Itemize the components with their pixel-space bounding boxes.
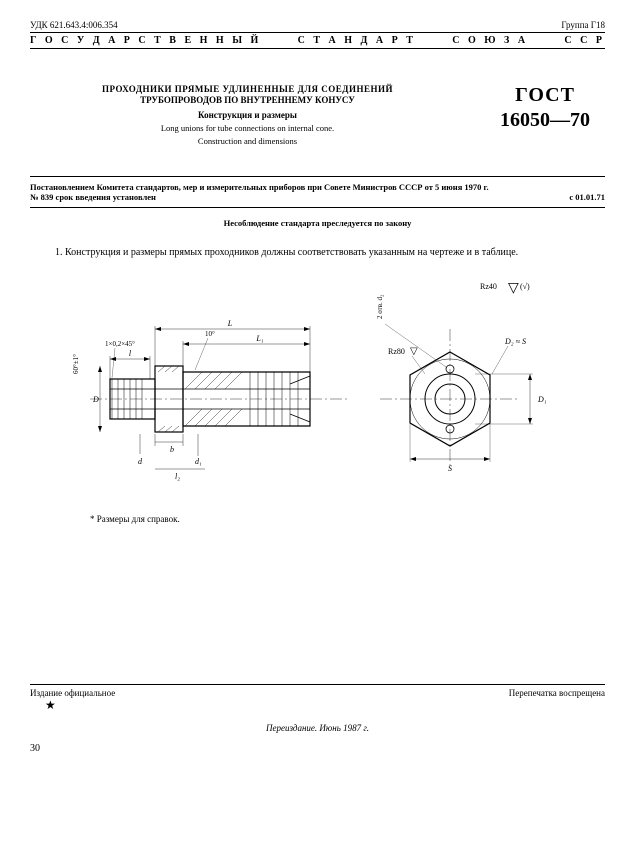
title-left: ПРОХОДНИКИ ПРЯМЫЕ УДЛИНЕННЫЕ ДЛЯ СОЕДИНЕ… bbox=[30, 84, 485, 146]
gost-label: ГОСТ bbox=[485, 84, 605, 107]
svg-text:S: S bbox=[448, 464, 452, 473]
decree-line1: Постановлением Комитета стандартов, мер … bbox=[30, 182, 605, 192]
label-rz40: Rz40 bbox=[480, 282, 497, 291]
svg-text:60°±1°: 60°±1° bbox=[72, 354, 80, 374]
footer-center: Переиздание. Июнь 1987 г. bbox=[30, 723, 605, 733]
header-word-3: С О Ю З А bbox=[452, 35, 528, 46]
svg-text:L: L bbox=[227, 319, 233, 328]
header-band: Г О С У Д А Р С Т В Е Н Н Ы Й С Т А Н Д … bbox=[30, 32, 605, 49]
decree-line2-right: с 01.01.71 bbox=[569, 192, 605, 202]
svg-text:▽: ▽ bbox=[410, 346, 418, 357]
header-word-1: Г О С У Д А Р С Т В Е Н Н Ы Й bbox=[30, 35, 261, 46]
page: УДК 621.643.4:006.354 Группа Г18 Г О С У… bbox=[0, 0, 635, 846]
footer-rule bbox=[30, 684, 605, 685]
paragraph-1: 1. Конструкция и размеры прямых проходни… bbox=[30, 246, 605, 259]
svg-text:2 отв. d₂: 2 отв. d₂ bbox=[376, 294, 384, 319]
star-icon: ★ bbox=[45, 698, 605, 713]
svg-text:D: D bbox=[92, 395, 99, 404]
svg-text:D₁: D₁ bbox=[537, 395, 547, 404]
svg-text:l: l bbox=[129, 349, 132, 358]
svg-text:b: b bbox=[170, 445, 174, 454]
title-block: ПРОХОДНИКИ ПРЯМЫЕ УДЛИНЕННЫЕ ДЛЯ СОЕДИНЕ… bbox=[30, 84, 605, 146]
group-code: Группа Г18 bbox=[561, 20, 605, 30]
side-view: L L₁ l 1×0,2×45° 10° bbox=[72, 319, 350, 481]
udk-code: УДК 621.643.4:006.354 bbox=[30, 20, 118, 30]
gost-box: ГОСТ 16050—70 bbox=[485, 84, 605, 132]
svg-text:l₂: l₂ bbox=[175, 472, 180, 481]
law-line: Несоблюдение стандарта преследуется по з… bbox=[30, 218, 605, 228]
svg-text:L₁: L₁ bbox=[255, 334, 263, 343]
technical-drawing: Rz40 ▽ (√) bbox=[30, 274, 605, 504]
title-ru-line3: Конструкция и размеры bbox=[30, 110, 465, 120]
top-line: УДК 621.643.4:006.354 Группа Г18 bbox=[30, 20, 605, 30]
svg-text:10°: 10° bbox=[205, 330, 215, 338]
footnote: * Размеры для справок. bbox=[90, 514, 605, 524]
footer-row: Издание официальное Перепечатка воспреще… bbox=[30, 688, 605, 698]
svg-text:d: d bbox=[138, 457, 143, 466]
check-symbol: ▽ bbox=[508, 281, 519, 296]
footer-right: Перепечатка воспрещена bbox=[509, 688, 605, 698]
footer-left: Издание официальное bbox=[30, 688, 115, 698]
gost-number: 16050—70 bbox=[485, 109, 605, 132]
title-ru-line2: ТРУБОПРОВОДОВ ПО ВНУТРЕННЕМУ КОНУСУ bbox=[30, 95, 465, 105]
end-view: Rz80 ▽ D₂ ≈ S 2 отв. d₂ D₁ bbox=[376, 294, 547, 473]
header-word-2: С Т А Н Д А Р Т bbox=[298, 35, 416, 46]
label-check: (√) bbox=[520, 282, 530, 291]
svg-text:d₁: d₁ bbox=[195, 457, 202, 466]
svg-text:Rz80: Rz80 bbox=[388, 347, 405, 356]
svg-text:D₂ ≈ S: D₂ ≈ S bbox=[504, 337, 526, 346]
title-ru-line1: ПРОХОДНИКИ ПРЯМЫЕ УДЛИНЕННЫЕ ДЛЯ СОЕДИНЕ… bbox=[30, 84, 465, 94]
title-en-line1: Long unions for tube connections on inte… bbox=[30, 123, 465, 133]
page-number: 30 bbox=[30, 743, 605, 754]
decree-line2-left: № 839 срок введения установлен bbox=[30, 192, 156, 202]
svg-text:1×0,2×45°: 1×0,2×45° bbox=[105, 340, 135, 348]
title-en-line2: Construction and dimensions bbox=[30, 136, 465, 146]
decree-block: Постановлением Комитета стандартов, мер … bbox=[30, 176, 605, 208]
header-word-4: С С Р bbox=[564, 35, 605, 46]
